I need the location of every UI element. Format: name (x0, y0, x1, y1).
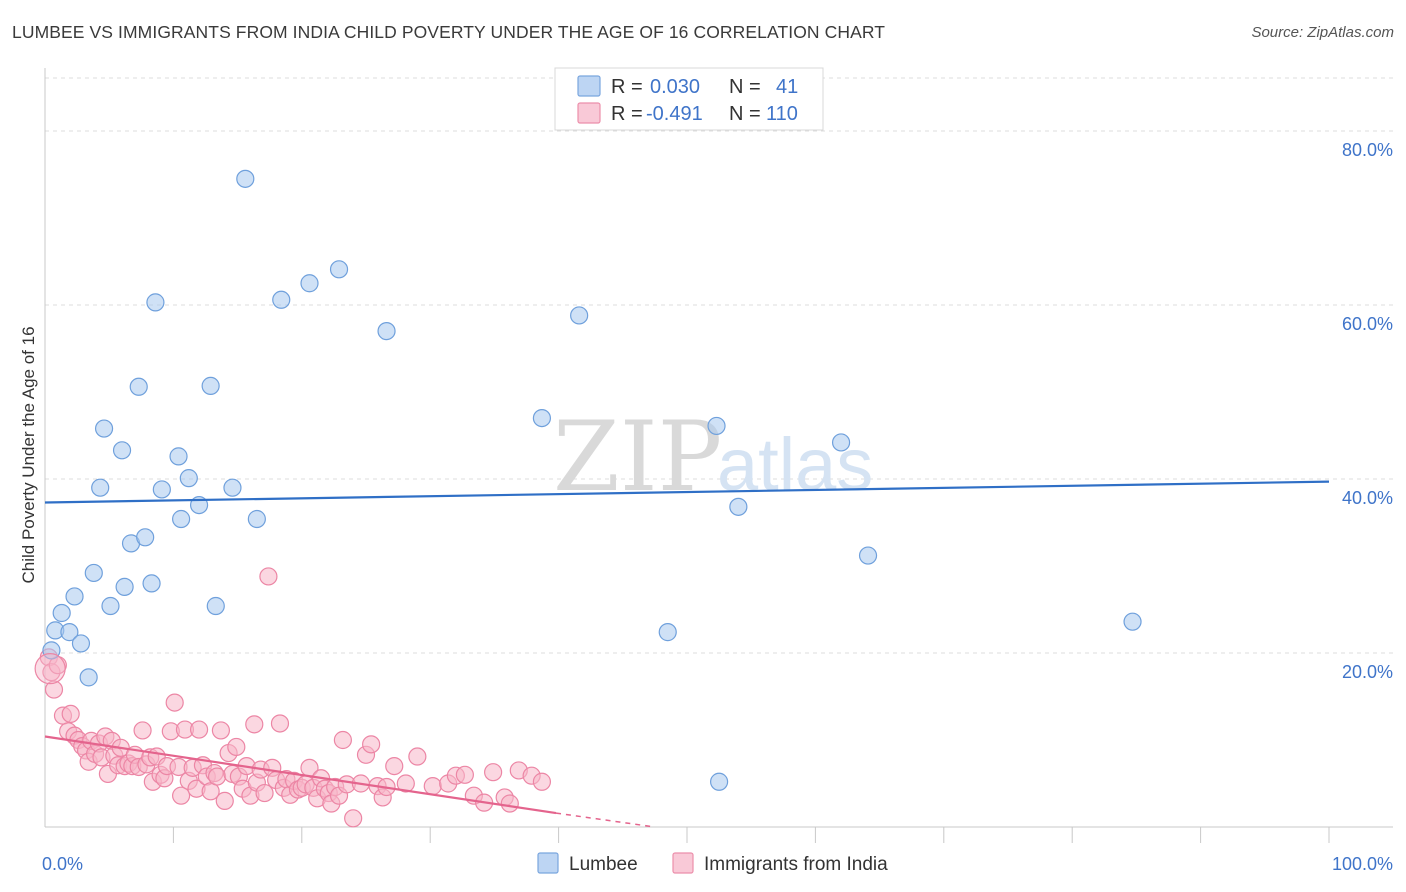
lumbee-point (152, 480, 171, 499)
chart-title: LUMBEE VS IMMIGRANTS FROM INDIA CHILD PO… (12, 22, 886, 42)
india-point (255, 783, 274, 803)
lumbee-point (146, 293, 165, 312)
india-point (245, 715, 264, 734)
lumbee-point (52, 603, 71, 623)
india-point (333, 730, 352, 750)
bottom-legend-label-india: Immigrants from India (704, 854, 888, 875)
lumbee-point (236, 169, 255, 188)
lumbee-point (112, 441, 132, 460)
india-point (455, 765, 474, 784)
lumbee-point (115, 577, 134, 596)
lumbee-point (658, 623, 677, 642)
india-point (344, 809, 363, 828)
bottom-legend-label-lumbee: Lumbee (569, 854, 638, 875)
india-point (484, 763, 503, 782)
lumbee-point (142, 574, 161, 593)
lumbee-point (101, 596, 120, 616)
bottom-legend: Lumbee Immigrants from India (537, 852, 888, 875)
trend-lines (44, 480, 1330, 828)
lumbee-point (1123, 612, 1142, 631)
india-trend-line (44, 735, 557, 815)
legend-r-label-india: R = (611, 103, 643, 125)
lumbee-point (272, 290, 291, 309)
lumbee-point (65, 587, 84, 606)
legend-n-value-india: 110 (766, 103, 798, 125)
y-axis-title: Child Poverty Under the Age of 16 (19, 326, 38, 583)
legend-r-value-lumbee: 0.030 (650, 76, 700, 98)
lumbee-trend-line (44, 480, 1330, 504)
gridlines (45, 77, 1393, 843)
india-point (211, 721, 231, 740)
india-point (362, 735, 381, 754)
india-point (385, 756, 404, 776)
lumbee-point (709, 772, 729, 791)
x-tick-label: 100.0% (1332, 854, 1393, 874)
lumbee-point (570, 306, 589, 325)
legend-r-label-lumbee: R = (611, 76, 643, 98)
watermark-atlas: atlas (717, 423, 873, 506)
india-point (207, 767, 227, 786)
legend-swatch-lumbee (577, 75, 601, 97)
lumbee-point (729, 497, 748, 516)
lumbee-point (201, 376, 220, 396)
india-point-large (34, 653, 66, 685)
legend: R = 0.030 N = 41 R = -0.491 N = 110 (554, 67, 824, 131)
india-point (44, 680, 64, 699)
lumbee-point (84, 563, 103, 583)
india-point (189, 720, 209, 739)
y-tick-label: 20.0% (1342, 662, 1393, 682)
india-point (227, 737, 246, 757)
x-tick-labels: 0.0% 100.0% (42, 854, 1393, 874)
y-tick-label: 40.0% (1342, 488, 1393, 508)
lumbee-point (179, 469, 198, 488)
india-point (61, 704, 80, 724)
lumbee-point (300, 274, 319, 293)
axes (44, 68, 1393, 828)
lumbee-point (94, 419, 114, 438)
legend-n-label-india: N = (729, 103, 761, 125)
lumbee-point (858, 546, 878, 565)
source-label: Source: ZipAtlas.com (1251, 24, 1394, 41)
india-point (408, 747, 427, 766)
lumbee-point (377, 322, 396, 341)
y-tick-label: 80.0% (1342, 140, 1393, 160)
india-point (532, 772, 552, 791)
lumbee-point (206, 596, 225, 616)
india-point (500, 794, 519, 813)
watermark-zip: ZIP (553, 401, 722, 513)
lumbee-point (831, 433, 851, 452)
lumbee-point (60, 623, 79, 642)
india-point (270, 714, 290, 733)
x-tick-label: 0.0% (42, 854, 83, 874)
lumbee-point (707, 416, 726, 436)
lumbee-point (136, 528, 155, 547)
india-point (133, 721, 152, 740)
lumbee-point (329, 260, 349, 279)
india-point (165, 693, 184, 712)
lumbee-point (79, 668, 98, 687)
legend-r-value-india: -0.491 (646, 103, 703, 125)
lumbee-point (247, 509, 266, 529)
india-point (215, 791, 234, 811)
legend-swatch-india (577, 102, 601, 124)
lumbee-point (532, 409, 552, 428)
y-tick-label: 60.0% (1342, 314, 1393, 334)
india-trend-extension (555, 812, 656, 828)
bottom-legend-swatch-lumbee (537, 852, 559, 874)
india-point (396, 774, 415, 793)
bottom-legend-swatch-india (672, 852, 694, 874)
lumbee-point (172, 509, 191, 529)
lumbee-point (91, 478, 110, 497)
lumbee-point (169, 447, 188, 466)
india-point (259, 567, 278, 586)
legend-n-value-lumbee: 41 (776, 76, 798, 98)
legend-n-label-lumbee: N = (729, 76, 761, 98)
lumbee-point (129, 377, 148, 396)
lumbee-point (223, 478, 242, 497)
india-point (423, 777, 442, 796)
india-point (172, 786, 191, 805)
lumbee-point (71, 634, 91, 653)
y-tick-labels: 20.0% 40.0% 60.0% 80.0% (1342, 140, 1393, 682)
